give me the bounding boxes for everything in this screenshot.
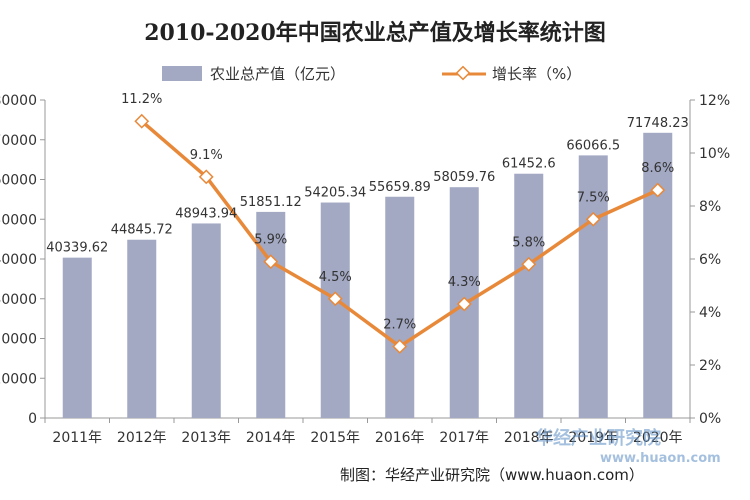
x-tick-label: 2016年 [375, 430, 425, 446]
x-tick-label: 2015年 [310, 430, 360, 446]
x-tick-label: 2020年 [633, 430, 683, 446]
bar [514, 173, 544, 418]
y-right-tick-label: 2% [699, 358, 721, 374]
y-right-tick-label: 12% [699, 93, 730, 109]
bar [127, 239, 157, 418]
growth-value-label: 2.7% [383, 317, 416, 332]
growth-value-label: 11.2% [121, 92, 162, 107]
source-credit: 制图：华经产业研究院（www.huaon.com） [340, 466, 644, 484]
x-tick-label: 2014年 [246, 430, 296, 446]
bar [643, 132, 673, 418]
growth-value-label: 9.1% [190, 148, 223, 163]
chart-title: 2010-2020年中国农业总产值及增长率统计图 [144, 20, 606, 46]
x-tick-label: 2012年 [117, 430, 167, 446]
watermark-url: www.huaon.com [600, 451, 721, 466]
plot-area: 0 10000 20000 30000 40000 50000 60000 70000 8000… [0, 92, 730, 446]
y-left-tick-label: 0 [28, 411, 37, 427]
legend-marker [455, 65, 471, 81]
bar-value-label: 44845.72 [111, 223, 173, 238]
x-tick-label: 2011年 [52, 430, 102, 446]
bar-value-label: 48943.94 [175, 206, 237, 221]
bar-value-label: 61452.6 [502, 157, 556, 172]
legend-swatch-bars [162, 66, 202, 81]
y-left-tick-label: 10000 [0, 371, 37, 387]
growth-point [327, 291, 343, 307]
y-left-tick-label: 20000 [0, 332, 37, 348]
growth-point [585, 211, 601, 227]
growth-point [134, 113, 150, 129]
bar [191, 223, 221, 418]
growth-value-label: 4.5% [319, 270, 352, 285]
growth-point [650, 182, 666, 198]
bar [62, 257, 92, 418]
x-tick-label: 2017年 [439, 430, 489, 446]
bar-value-label: 51851.12 [240, 195, 302, 210]
bar [385, 196, 415, 418]
bar-value-label: 54205.34 [304, 186, 366, 201]
x-tick-label: 2018年 [504, 430, 554, 446]
growth-value-label: 5.9% [254, 233, 287, 248]
y-left-tick-label: 80000 [0, 93, 37, 109]
y-left-tick-label: 50000 [0, 212, 37, 228]
y-left-tick-label: 30000 [0, 292, 37, 308]
growth-point [456, 296, 472, 312]
growth-value-label: 4.3% [448, 275, 481, 290]
y-left-tick-label: 60000 [0, 173, 37, 189]
growth-point [392, 339, 408, 354]
bar-value-label: 66066.5 [566, 138, 620, 153]
y-left-tick-label: 40000 [0, 252, 37, 268]
legend-label-line: 增长率（%） [492, 65, 581, 83]
growth-value-label: 7.5% [577, 190, 610, 205]
legend-label-bars: 农业总产值（亿元） [210, 65, 345, 83]
x-tick-label: 2019年 [568, 430, 618, 446]
growth-value-label: 8.6% [641, 161, 674, 176]
bar-value-label: 55659.89 [369, 180, 431, 195]
growth-value-label: 5.8% [512, 235, 545, 250]
bar-value-label: 58059.76 [433, 170, 495, 185]
y-right-tick-label: 6% [699, 252, 721, 268]
bar [578, 155, 608, 418]
bar [320, 202, 350, 418]
y-right-tick-label: 0% [699, 411, 721, 427]
y-right-tick-label: 10% [699, 146, 730, 162]
growth-point [198, 169, 214, 185]
y-right-tick-label: 4% [699, 305, 721, 321]
x-tick-label: 2013年 [181, 430, 231, 446]
watermark-text: 华经产业研究院 [535, 427, 661, 449]
growth-point [521, 256, 537, 272]
y-left-tick-label: 70000 [0, 133, 37, 149]
bar-value-label: 71748.23 [627, 116, 689, 131]
growth-point [263, 254, 279, 270]
bar-value-label: 40339.62 [46, 241, 108, 256]
y-right-tick-label: 8% [699, 199, 721, 215]
